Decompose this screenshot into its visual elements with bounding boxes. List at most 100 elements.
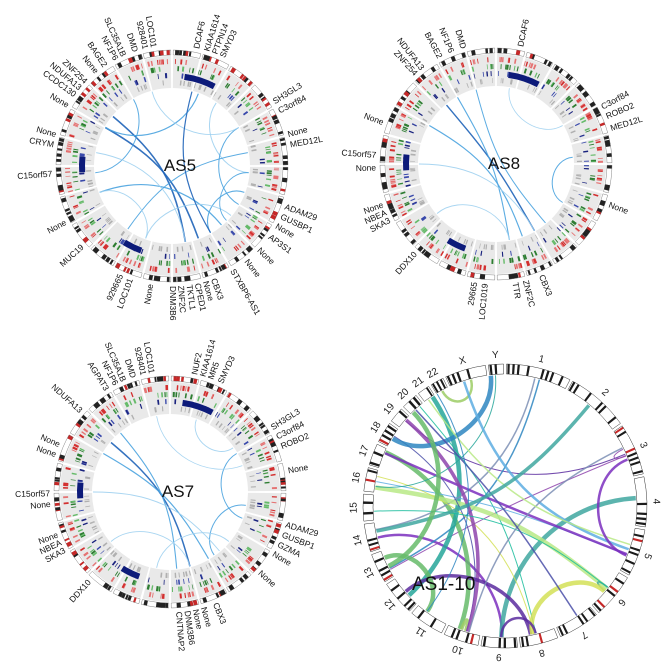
track-mark	[182, 571, 185, 577]
ideogram-band	[403, 231, 410, 237]
track-mark	[579, 103, 585, 108]
track-mark	[590, 154, 596, 156]
ideogram-band	[99, 398, 105, 405]
track-mark	[249, 424, 254, 429]
ideogram-band	[421, 248, 427, 255]
track-mark	[83, 223, 89, 228]
ideogram-band	[577, 615, 585, 625]
ideogram-band	[134, 380, 138, 387]
ideogram-band	[246, 245, 254, 252]
track-mark	[412, 107, 418, 112]
chromosome-ideogram	[391, 408, 409, 427]
track-mark	[81, 220, 87, 224]
ideogram-band	[527, 269, 531, 276]
ideogram-band	[221, 389, 226, 395]
track-mark	[83, 427, 89, 433]
track-mark	[561, 231, 566, 237]
track-mark	[73, 122, 79, 126]
track-mark	[501, 57, 504, 63]
track-mark	[106, 405, 110, 411]
track-mark	[581, 141, 587, 144]
ideogram-outline	[69, 548, 91, 574]
ideogram-band	[157, 602, 163, 608]
track-mark	[110, 86, 115, 91]
circos-panel-as5: DCAF6KIAA1614PTPN14SMYD3SH3GL3C3orf84Non…	[17, 13, 324, 321]
track-mark	[445, 229, 450, 235]
ideogram-band	[614, 426, 624, 434]
ideogram-outline	[251, 222, 273, 248]
ideogram-band	[485, 48, 489, 54]
track-mark	[134, 80, 138, 86]
track-mark	[65, 467, 71, 471]
ideogram-band	[239, 73, 245, 80]
ideogram-band	[264, 225, 271, 230]
chromosome-label: 16	[350, 471, 363, 484]
track-mark	[474, 263, 477, 269]
ideogram-band	[273, 528, 280, 535]
ideogram-outline	[251, 84, 273, 110]
link-chord	[156, 416, 243, 470]
track-mark	[203, 86, 207, 92]
track-mark	[82, 522, 88, 526]
track-mark	[108, 79, 113, 84]
track-mark	[212, 259, 216, 265]
ideogram-band	[67, 112, 74, 117]
track-mark	[389, 156, 395, 159]
chromosome-label: 19	[382, 401, 398, 417]
ideogram-band	[576, 84, 583, 91]
track-mark	[104, 244, 109, 250]
ideogram-band	[456, 268, 463, 275]
ideogram-band	[589, 101, 596, 108]
ideogram-band	[269, 439, 275, 445]
track-mark	[509, 257, 511, 264]
link-chord	[219, 172, 249, 221]
track-mark	[143, 388, 146, 394]
track-mark	[534, 88, 538, 93]
link-chord	[182, 91, 212, 233]
track-mark	[86, 159, 92, 161]
track-mark	[428, 243, 433, 248]
link-chord	[389, 379, 541, 569]
ideogram-band	[117, 591, 124, 598]
ideogram-band	[137, 54, 143, 60]
ideogram-band	[365, 478, 376, 483]
track-mark	[110, 419, 115, 425]
track-mark	[390, 182, 396, 184]
ideogram-band	[278, 514, 284, 519]
track-mark	[233, 246, 238, 252]
ideogram-band	[585, 226, 592, 233]
ideogram-band	[367, 469, 378, 474]
ideogram-band	[565, 73, 571, 80]
track-mark	[226, 75, 231, 81]
track-mark	[102, 93, 107, 99]
track-mark	[414, 93, 420, 98]
track-mark	[94, 530, 100, 534]
ideogram-band	[410, 238, 417, 245]
ideogram-band	[277, 197, 284, 201]
track-mark	[80, 179, 86, 182]
ideogram-band	[155, 275, 161, 282]
track-mark	[111, 428, 116, 433]
track-mark	[197, 396, 200, 402]
ideogram-band	[124, 594, 129, 600]
ideogram-band	[630, 460, 641, 466]
track-mark	[532, 87, 536, 92]
track-mark	[198, 84, 201, 90]
track-mark	[563, 83, 569, 89]
track-mark	[258, 456, 264, 460]
ideogram-outline	[199, 380, 228, 396]
track-mark	[84, 500, 90, 503]
link-chord	[110, 531, 191, 567]
track-mark	[174, 399, 177, 405]
track-mark	[67, 143, 73, 146]
track-mark	[218, 423, 223, 429]
track-mark	[255, 210, 261, 214]
track-mark	[498, 258, 501, 264]
ideogram-band	[606, 153, 612, 158]
track-mark	[245, 461, 251, 464]
track-mark	[514, 58, 517, 64]
ideogram-band	[621, 567, 631, 574]
track-mark	[130, 66, 134, 72]
track-mark	[265, 146, 271, 149]
ideogram-outline	[443, 624, 481, 646]
